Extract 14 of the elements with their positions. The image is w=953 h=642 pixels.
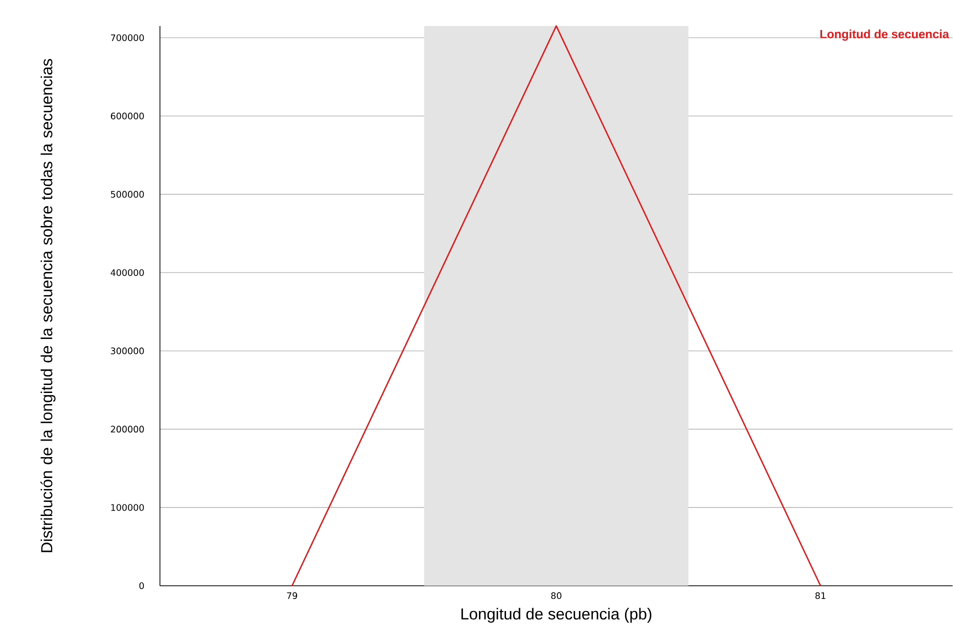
x-tick-label: 79 (287, 592, 298, 600)
y-tick-label: 400000 (110, 269, 144, 276)
y-tick-label: 700000 (110, 34, 144, 42)
y-tick-label: 600000 (110, 112, 144, 120)
y-tick-label: 100000 (111, 504, 144, 511)
x-tick-label: 81 (815, 592, 826, 600)
y-tick-label: 200000 (110, 426, 144, 433)
y-tick-label: 300000 (110, 348, 144, 354)
x-axis-title: Longitud de secuencia (pb) (461, 608, 652, 623)
y-tick-label: 0 (139, 582, 144, 590)
y-tick-label: 500000 (110, 191, 144, 198)
text: Longitud de secuencia (820, 30, 950, 41)
x-tick-label: 80 (551, 592, 562, 600)
y-axis-title: Distribución de la longitud de la secuencia sobre todas la secuencias (40, 59, 56, 552)
